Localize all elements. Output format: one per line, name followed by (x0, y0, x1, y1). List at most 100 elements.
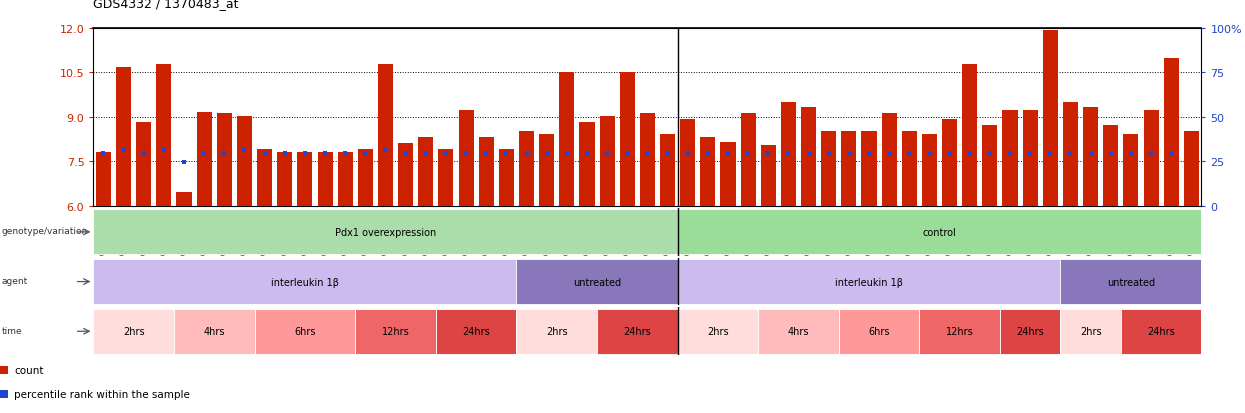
Text: 4hrs: 4hrs (203, 326, 225, 337)
Bar (677, 309, 758, 354)
Bar (1061, 259, 1201, 304)
Text: count: count (14, 365, 44, 375)
Text: 6hrs: 6hrs (294, 326, 316, 337)
Text: 2hrs: 2hrs (707, 326, 728, 337)
Bar (93, 210, 677, 255)
Bar (1103, 126, 1118, 206)
Bar (337, 153, 352, 206)
Bar (237, 116, 251, 206)
Text: 2hrs: 2hrs (1079, 326, 1102, 337)
Bar (217, 114, 232, 206)
Bar (881, 114, 896, 206)
Bar (436, 309, 517, 354)
Bar (1000, 309, 1061, 354)
Text: 24hrs: 24hrs (1147, 326, 1175, 337)
Bar (116, 68, 131, 206)
Bar (620, 73, 635, 206)
Bar (1043, 31, 1058, 206)
Bar (355, 309, 436, 354)
Bar (519, 132, 534, 206)
Bar (942, 120, 957, 206)
Bar (93, 259, 517, 304)
Text: 2hrs: 2hrs (545, 326, 568, 337)
Bar (458, 111, 473, 206)
Bar (378, 64, 393, 206)
Bar (177, 192, 192, 206)
Bar (499, 150, 514, 206)
Bar (677, 259, 1061, 304)
Text: 24hrs: 24hrs (1016, 326, 1045, 337)
Bar (758, 309, 839, 354)
Bar (741, 114, 756, 206)
Text: time: time (2, 326, 22, 335)
Bar (598, 309, 677, 354)
Bar (517, 259, 677, 304)
Text: GDS4332 / 1370483_at: GDS4332 / 1370483_at (93, 0, 239, 10)
Bar (982, 126, 997, 206)
Bar (962, 65, 977, 206)
Bar (438, 150, 453, 206)
Bar (1002, 111, 1017, 206)
Bar (1164, 59, 1179, 206)
Bar (901, 132, 916, 206)
Text: 12hrs: 12hrs (382, 326, 410, 337)
Bar (1143, 111, 1159, 206)
Bar (157, 65, 172, 206)
Text: 2hrs: 2hrs (123, 326, 144, 337)
Bar (1022, 111, 1038, 206)
Bar (254, 309, 355, 354)
Bar (478, 138, 494, 206)
Bar (174, 309, 254, 354)
Bar (862, 132, 876, 206)
Bar (842, 132, 857, 206)
Bar (600, 117, 615, 206)
Bar (278, 153, 293, 206)
Bar (197, 112, 212, 206)
Bar (96, 153, 111, 206)
Text: 24hrs: 24hrs (462, 326, 491, 337)
Text: control: control (923, 227, 956, 237)
Bar (822, 132, 837, 206)
Bar (539, 135, 554, 206)
Bar (317, 153, 332, 206)
Bar (517, 309, 598, 354)
Text: Pdx1 overexpression: Pdx1 overexpression (335, 227, 436, 237)
Bar (677, 210, 1201, 255)
Text: interleukin 1β: interleukin 1β (271, 277, 339, 287)
Text: genotype/variation: genotype/variation (2, 227, 88, 236)
Bar (579, 123, 595, 206)
Bar (761, 146, 776, 206)
Text: untreated: untreated (573, 277, 621, 287)
Bar (357, 150, 374, 206)
Bar (839, 309, 919, 354)
Text: agent: agent (2, 276, 29, 285)
Bar (1083, 108, 1098, 206)
Bar (640, 114, 655, 206)
Text: 24hrs: 24hrs (624, 326, 651, 337)
Bar (1184, 132, 1199, 206)
Text: 6hrs: 6hrs (868, 326, 890, 337)
Bar (721, 143, 736, 206)
Text: untreated: untreated (1107, 277, 1155, 287)
Bar (1120, 309, 1201, 354)
Bar (559, 73, 574, 206)
Bar (398, 144, 413, 206)
Bar (1061, 309, 1120, 354)
Bar (418, 138, 433, 206)
Bar (700, 138, 716, 206)
Bar (1063, 102, 1078, 206)
Bar (256, 150, 273, 206)
Bar (136, 123, 152, 206)
Bar (781, 102, 796, 206)
Bar (660, 135, 675, 206)
Text: percentile rank within the sample: percentile rank within the sample (14, 389, 190, 399)
Text: 12hrs: 12hrs (946, 326, 974, 337)
Bar (298, 153, 312, 206)
Bar (1123, 135, 1138, 206)
Bar (801, 108, 817, 206)
Bar (93, 309, 174, 354)
Bar (921, 135, 937, 206)
Text: interleukin 1β: interleukin 1β (835, 277, 903, 287)
Bar (919, 309, 1000, 354)
Text: 4hrs: 4hrs (788, 326, 809, 337)
